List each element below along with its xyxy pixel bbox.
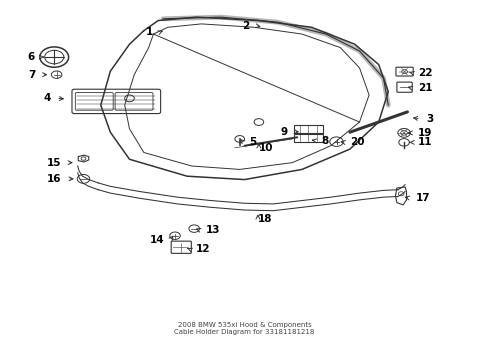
Text: 7: 7 [29, 70, 36, 80]
Text: 12: 12 [195, 244, 210, 254]
Text: 14: 14 [149, 235, 164, 245]
Text: 19: 19 [417, 128, 431, 138]
Text: 2: 2 [242, 21, 249, 31]
Text: 2008 BMW 535xi Hood & Components
Cable Holder Diagram for 33181181218: 2008 BMW 535xi Hood & Components Cable H… [174, 322, 314, 335]
Text: 11: 11 [417, 138, 431, 147]
Text: 17: 17 [415, 193, 430, 203]
Text: 20: 20 [349, 138, 364, 147]
Text: 1: 1 [146, 27, 153, 37]
Text: 21: 21 [417, 83, 431, 93]
Text: 10: 10 [258, 143, 273, 153]
Text: 3: 3 [426, 114, 433, 123]
Text: 5: 5 [249, 138, 256, 147]
Text: 8: 8 [321, 136, 328, 146]
Text: 18: 18 [257, 215, 272, 225]
Text: 4: 4 [43, 93, 50, 103]
Text: 22: 22 [417, 68, 431, 78]
Text: 6: 6 [27, 52, 35, 62]
Text: 16: 16 [47, 174, 61, 184]
Text: 15: 15 [47, 158, 61, 168]
Text: 13: 13 [206, 225, 220, 235]
Text: 9: 9 [280, 126, 287, 136]
